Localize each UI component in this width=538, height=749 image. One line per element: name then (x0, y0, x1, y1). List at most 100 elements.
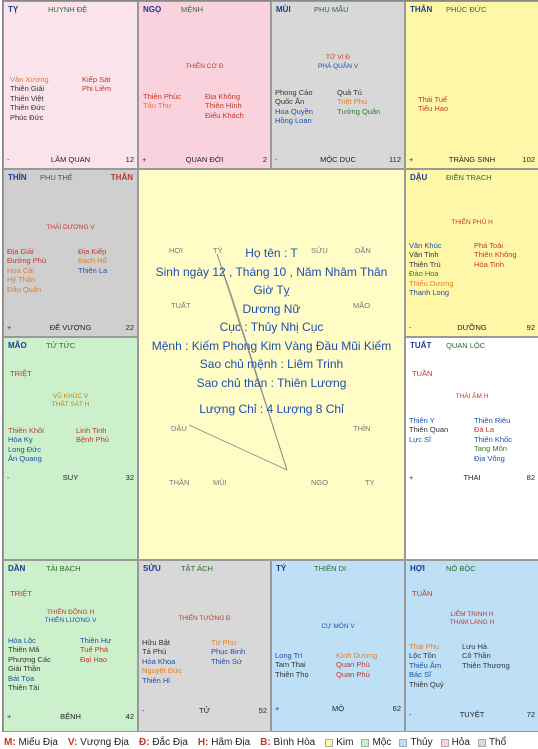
life-stage: ĐẾ VƯỢNG (49, 323, 92, 332)
triet-marker: TRIỆT (10, 589, 32, 598)
star-list-left: Thiên Y Thiên Quan Lực Sĩ (409, 416, 448, 444)
polarity-sign: + (7, 712, 12, 721)
star: Phục Binh (211, 647, 246, 657)
star: Kiếp Sát (82, 75, 111, 84)
star: Hóa Tinh (474, 259, 505, 269)
legend-item: V: Vượng Địa (67, 737, 129, 748)
palace-dau[interactable]: DẬU ĐIỀN TRẠCH THIÊN PHỦ H Văn Khúc Văn … (405, 169, 538, 337)
star-list-right: Tử Phù Phục Binh Thiên Sứ (211, 638, 245, 666)
palace-than[interactable]: THÂN PHÚC ĐỨC Thái Tuế Tiểu Hao + TRÀNG … (405, 1, 538, 169)
life-stage: TỬ (199, 706, 210, 715)
main-star: CỰ MÔN V (321, 623, 355, 630)
palace-dan[interactable]: DẦN TÀI BẠCH TRIỆT THIÊN ĐỒNG H THIÊN LƯ… (3, 560, 138, 732)
star: Địa Giải (7, 247, 34, 256)
star: Văn Tinh (409, 250, 439, 260)
branch-label: NGỌ (143, 5, 162, 14)
star: Đường Phù (7, 256, 47, 266)
star: Tấu Thư (143, 101, 172, 111)
star-list-right: Phá Toái Thiên Không Hóa Tinh (474, 241, 517, 269)
star: Thiên Riêu (474, 416, 511, 425)
star: Giải Thần (8, 664, 41, 674)
palace-hoi[interactable]: HỢI NÔ BỘC TUẦN LIÊM TRINH H THAM LANG H… (405, 560, 538, 732)
star: Quan Phù (336, 660, 370, 670)
element-hoa: Hỏa (440, 737, 470, 748)
palace-ngo[interactable]: NGỌ MỆNH THIÊN CƠ Đ Thiên Phúc Tấu Thư Đ… (138, 1, 271, 169)
star: Thiếu Dương (409, 278, 454, 288)
star: Thiên Khôi (8, 426, 44, 435)
palace-footer: + MỘ 62 (272, 704, 404, 714)
star: Phúc Đức (10, 112, 44, 122)
main-star: VŨ KHÚC V (52, 393, 89, 400)
main-star: PHÁ QUÂN V (317, 63, 359, 70)
star: Hữu Bật (142, 638, 170, 647)
palace-mao[interactable]: MÃO TỬ TỨC TRIỆT VŨ KHÚC V THẤT SÁT H Th… (3, 337, 138, 560)
chart-center-info: HỢI TÝ SỬU DẦN TUẤT MÃO DẬU THÌN THÂN MÙ… (138, 169, 405, 560)
palace-ty[interactable]: TỴ HUYNH ĐỆ Văn Xương Thiên Giải Thiên V… (3, 1, 138, 169)
star: Địa Không (205, 92, 241, 101)
palace-name: TỬ TỨC (46, 341, 76, 350)
star: Nguyệt Đức (142, 666, 183, 676)
star: Đẩu Quân (7, 284, 42, 294)
info-line: Mệnh : Kiếm Phong Kim Vàng Đầu Mũi Kiếm (151, 338, 392, 353)
branch-label: HỢI (410, 564, 425, 573)
palace-mui[interactable]: MÙI PHỤ MẪU TỬ VI Đ PHÁ QUÂN V Phong Cáo… (271, 1, 405, 169)
star: Long Đức (8, 444, 41, 454)
star: Lưu Hà (462, 642, 488, 651)
star: Tử Phù (211, 638, 237, 647)
star: Phi Liêm (82, 84, 112, 94)
main-star: THẤT SÁT H (51, 401, 90, 408)
star: Địa Kiếp (78, 247, 107, 256)
palace-name: PHÚC ĐỨC (446, 5, 487, 14)
age-number: 72 (526, 710, 535, 719)
palace-name: PHU THÊ (40, 173, 73, 182)
center-lines (188, 253, 288, 471)
age-number: 12 (125, 155, 134, 164)
palace-footer: + ĐẾ VƯỢNG 22 (4, 323, 137, 333)
star-list-right: Lưu Hà Cô Thần Thiên Thương (462, 642, 510, 670)
polarity-sign: + (275, 704, 280, 713)
age-number: 102 (522, 155, 535, 164)
star-list-right: Linh Tinh Bệnh Phù (76, 426, 109, 445)
star: Văn Xương (10, 75, 49, 84)
star-list-left: Thiên Khôi Hóa Kỵ Long Đức Ân Quang (8, 426, 44, 464)
star: Hồng Loan (275, 116, 312, 126)
legend: M: Miếu Địa V: Vượng Địa Đ: Đắc Địa H: H… (4, 736, 538, 749)
palace-name: MỆNH (181, 5, 204, 14)
star: Phượng Các (8, 654, 51, 664)
age-number: 112 (389, 155, 401, 164)
element-moc: Mộc (361, 737, 391, 748)
palace-tuat[interactable]: TUẤT QUAN LỘC TUẦN THÁI ÂM H Thiên Y Thi… (405, 337, 538, 560)
palace-footer: + BỆNH 42 (4, 712, 137, 722)
star: Điếu Khách (205, 110, 244, 120)
info-line: Giờ Tỵ (253, 283, 290, 297)
legend-item: H: Hãm Địa (197, 737, 251, 748)
palace-suu[interactable]: SỬU TẬT ÁCH THIÊN TƯỚNG Đ Hữu Bật Tả Phù… (138, 560, 271, 732)
palace-ty2[interactable]: TÝ THIÊN DI CỰ MÔN V Long Trì Tam Thai T… (271, 560, 405, 732)
center-branch-label: THÂN (169, 478, 190, 487)
branch-label: THÂN (410, 5, 433, 14)
birth-info: Họ tên : T Sinh ngày 12 , Tháng 10 , Năm… (139, 244, 404, 419)
star: Tam Thai (275, 660, 306, 670)
legend-item: B: Bình Hòa (260, 737, 316, 748)
star: Kình Dương (336, 651, 378, 660)
main-star: THIÊN ĐỒNG H (46, 609, 95, 616)
age-number: 92 (526, 323, 535, 332)
polarity-sign: + (409, 155, 414, 164)
element-kim: Kim (325, 737, 353, 748)
branch-label: TÝ (276, 564, 287, 573)
star: Thái Tuế (418, 95, 448, 104)
triet-marker: TRIỆT (10, 369, 32, 378)
star: Thiên Hư (80, 636, 112, 645)
star: Đại Hao (80, 654, 108, 664)
star-list-left: Thái Phụ Lộc Tồn Thiếu Âm Bác Sĩ Thiên Q… (409, 642, 444, 689)
main-star: LIÊM TRINH H (450, 611, 494, 618)
palace-name: THIÊN DI (314, 564, 347, 573)
star: Tả Phù (142, 647, 167, 657)
age-number: 82 (526, 473, 535, 482)
star-list-left: Long Trì Tam Thai Thiên Thọ (275, 651, 309, 679)
polarity-sign: - (409, 710, 412, 719)
info-line: Sao chủ thân : Thiên Lương (196, 375, 347, 390)
star-list-left: Thái Tuế Tiểu Hao (418, 95, 448, 114)
palace-thin[interactable]: THÌN PHU THÊ THÂN THÁI DƯƠNG V Địa Giải … (3, 169, 138, 337)
star: Bát Tọa (8, 673, 35, 683)
